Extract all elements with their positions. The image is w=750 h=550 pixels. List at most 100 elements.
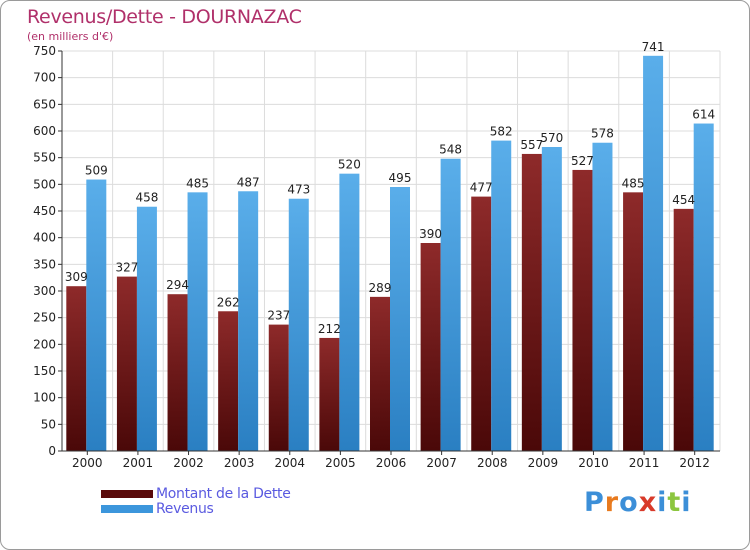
legend-label-revenus: Revenus (156, 501, 214, 517)
logo-letter: o (619, 487, 639, 518)
bar-dette (218, 311, 239, 451)
data-label-revenus: 487 (237, 175, 260, 189)
bar-dette (167, 294, 188, 451)
data-label-dette: 237 (267, 309, 290, 323)
x-tick-label: 2008 (477, 456, 508, 470)
y-tick-label: 200 (33, 337, 56, 351)
bar-dette (268, 324, 289, 451)
bar-revenus (86, 179, 107, 452)
bar-revenus (592, 142, 613, 451)
data-label-dette: 527 (571, 154, 594, 168)
bar-revenus (643, 55, 664, 452)
y-tick-label: 400 (33, 231, 56, 245)
y-tick-label: 300 (33, 284, 56, 298)
logo-letter: x (638, 487, 658, 518)
data-label-revenus: 520 (338, 158, 361, 172)
logo-letter: P (584, 487, 605, 518)
data-label-dette: 390 (419, 227, 442, 241)
logo-letter: i (657, 487, 668, 518)
y-tick-label: 450 (33, 204, 56, 218)
data-label-dette: 454 (672, 193, 695, 207)
data-label-revenus: 570 (540, 131, 563, 145)
bar-revenus (187, 192, 208, 452)
y-tick-label: 750 (33, 44, 56, 58)
data-label-dette: 294 (166, 278, 189, 292)
y-tick-label: 550 (33, 151, 56, 165)
data-label-dette: 212 (318, 322, 341, 336)
data-labels: 309 509 327 458 294 485 262 487 237 473 212 520 289 4… (65, 40, 715, 336)
chart-title: Revenus/Dette - DOURNAZAC (27, 6, 302, 28)
data-label-revenus: 485 (186, 176, 209, 190)
x-tick-label: 2002 (173, 456, 204, 470)
y-tick-label: 150 (33, 364, 56, 378)
data-label-revenus: 582 (490, 125, 513, 139)
data-label-dette: 477 (470, 181, 493, 195)
proxiti-logo: Proxiti (584, 487, 692, 518)
bar-revenus (390, 187, 410, 451)
data-label-revenus: 473 (287, 183, 310, 197)
data-label-revenus: 578 (591, 127, 614, 141)
logo-letter: r (604, 487, 620, 518)
data-label-revenus: 548 (439, 143, 462, 157)
bar-dette (673, 208, 694, 451)
x-tick-label: 2009 (528, 456, 559, 470)
axes: 0 50 100 150 200 250 300 350 400 450 500 550 600 650 7… (33, 44, 720, 470)
y-tick-label: 0 (48, 444, 56, 458)
x-tick-label: 2001 (123, 456, 154, 470)
x-tick-label: 2007 (426, 456, 457, 470)
y-tick-label: 250 (33, 311, 56, 325)
y-tick-label: 500 (33, 177, 56, 191)
data-label-revenus: 458 (135, 191, 158, 205)
x-tick-label: 2004 (274, 456, 305, 470)
x-tick-label: 2010 (578, 456, 609, 470)
y-tick-label: 600 (33, 124, 56, 138)
data-label-revenus: 741 (642, 40, 665, 54)
bar-dette (370, 296, 390, 451)
bar-dette (623, 192, 644, 452)
legend-label-debt: Montant de la Dette (156, 486, 291, 502)
bar-revenus (238, 191, 259, 451)
y-tick-label: 700 (33, 71, 56, 85)
data-label-dette: 289 (369, 281, 392, 295)
bars (66, 55, 714, 452)
x-tick-label: 2005 (325, 456, 356, 470)
data-label-revenus: 614 (692, 108, 715, 122)
data-label-revenus: 495 (389, 171, 412, 185)
data-label-dette: 262 (217, 295, 240, 309)
bar-revenus (288, 198, 309, 451)
bar-dette (572, 169, 593, 451)
x-tick-label: 2003 (224, 456, 255, 470)
data-label-dette: 327 (115, 261, 138, 275)
bar-dette (420, 243, 441, 451)
bar-dette (471, 196, 492, 451)
bar-revenus (541, 147, 562, 451)
y-tick-label: 100 (33, 391, 56, 405)
bar-revenus (693, 123, 714, 452)
data-label-dette: 309 (65, 270, 88, 284)
y-tick-label: 650 (33, 97, 56, 111)
bar-revenus (440, 158, 461, 451)
x-tick-label: 2006 (376, 456, 407, 470)
bar-dette (319, 337, 340, 451)
data-label-revenus: 509 (85, 164, 108, 178)
y-tick-label: 350 (33, 257, 56, 271)
logo-letter: i (681, 487, 692, 518)
bar-dette (66, 286, 87, 451)
bar-dette (521, 153, 542, 451)
data-label-dette: 485 (622, 176, 645, 190)
logo-letter: t (667, 487, 682, 518)
bar-revenus (339, 173, 360, 451)
y-tick-label: 50 (41, 417, 56, 431)
data-label-dette: 557 (520, 138, 543, 152)
x-tick-label: 2011 (629, 456, 660, 470)
bar-revenus (136, 206, 157, 451)
bar-revenus (491, 140, 512, 451)
chart-subtitle: (en milliers d'€) (27, 30, 114, 43)
x-tick-label: 2000 (72, 456, 103, 470)
legend-swatch-revenus (101, 505, 153, 513)
bar-dette (116, 276, 137, 451)
legend-swatch-debt (101, 490, 153, 498)
x-tick-label: 2012 (679, 456, 710, 470)
